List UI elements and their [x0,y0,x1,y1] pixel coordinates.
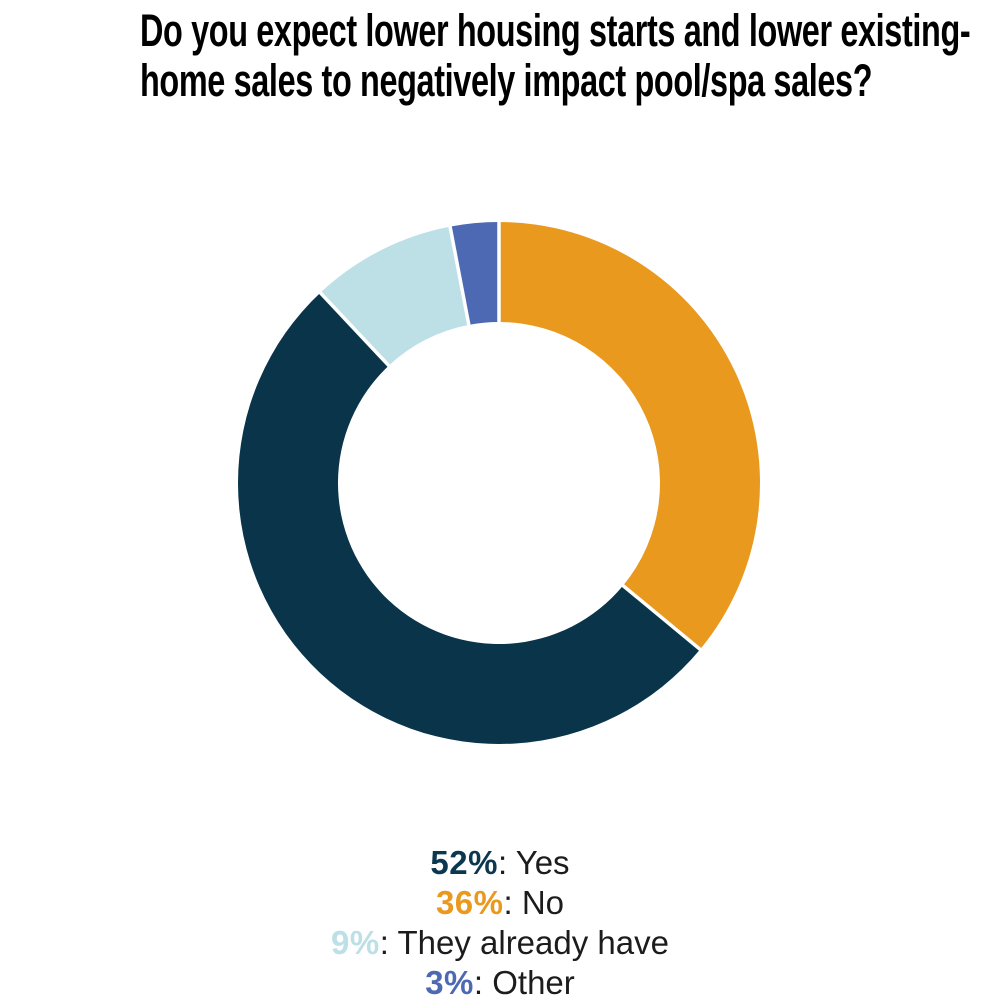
legend-label: : No [503,884,565,921]
legend-percent: 52% [430,844,498,881]
slice-separator [317,290,392,369]
legend-percent: 9% [331,924,380,961]
legend-label: : Other [473,964,575,1001]
chart-title: Do you expect lower housing starts and l… [0,6,1000,106]
chart-title-line-1: Do you expect lower housing starts and l… [140,5,971,56]
donut-slice-yes [237,292,701,744]
legend-percent: 36% [435,884,504,921]
legend-label: : They already have [379,924,669,961]
legend-item-no: 36%: No [0,883,1000,923]
legend-percent: 3% [425,964,474,1001]
slice-separator [447,224,471,328]
donut-slice-other [450,222,499,325]
legend-label: : Yes [497,844,570,881]
chart-title-line-2: home sales to negatively impact pool/spa… [140,55,873,106]
donut-slice-no [499,222,760,650]
slice-separator [620,583,703,652]
legend-item-other: 3%: Other [0,963,1000,1003]
legend-item-already-have: 9%: They already have [0,923,1000,963]
legend: 52%: Yes 36%: No 9%: They already have 3… [0,843,1000,1003]
legend-item-yes: 52%: Yes [0,843,1000,883]
